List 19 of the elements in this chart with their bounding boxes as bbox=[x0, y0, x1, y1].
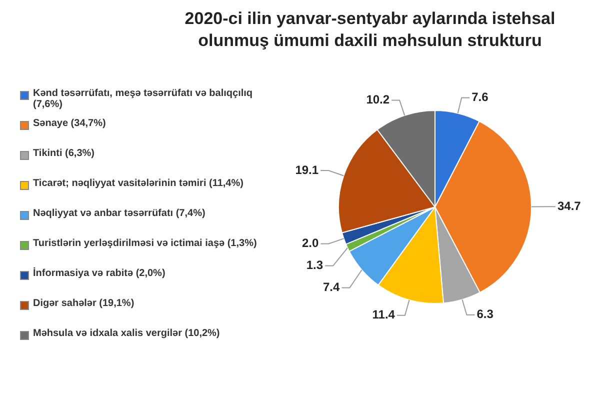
legend-label: Kənd təsərrüfatı, meşə təsərrüfatı və balıqçılıq (7,6%) bbox=[33, 88, 254, 110]
legend-label: Ticarət; nəqliyyat vasitələrinin təmiri (11,4%) bbox=[33, 178, 244, 189]
data-label: 19.1 bbox=[295, 162, 319, 177]
data-label: 10.2 bbox=[366, 92, 390, 107]
data-label: 7.6 bbox=[472, 90, 489, 104]
legend-label: Nəqliyyat və anbar təsərrüfatı (7,4%) bbox=[33, 208, 206, 219]
data-label: 6.3 bbox=[476, 307, 494, 322]
data-label: 2.0 bbox=[302, 236, 319, 250]
data-label: 7.4 bbox=[322, 280, 340, 294]
legend-label: Məhsula və idxala xalis vergilər (10,2%) bbox=[33, 328, 220, 339]
legend-label: Tikinti (6,3%) bbox=[33, 148, 94, 159]
legend-label: Turistlərin yerləşdirilməsi və ictimai iaşə (1,3%) bbox=[33, 238, 257, 249]
legend-label: Digər sahələr (19,1%) bbox=[33, 298, 134, 309]
legend-label: İnformasiya və rabitə (2,0%) bbox=[33, 268, 166, 279]
legend-label: Sənaye (34,7%) bbox=[33, 118, 106, 129]
data-label: 1.3 bbox=[306, 258, 324, 272]
data-label: 34.7 bbox=[558, 198, 582, 213]
chart-title: 2020-ci ilin yanvar-sentyabr aylarında istehsal olunmuş ümumi daxili məhsulun strukturu bbox=[184, 8, 556, 52]
data-label: 11.4 bbox=[372, 308, 396, 322]
